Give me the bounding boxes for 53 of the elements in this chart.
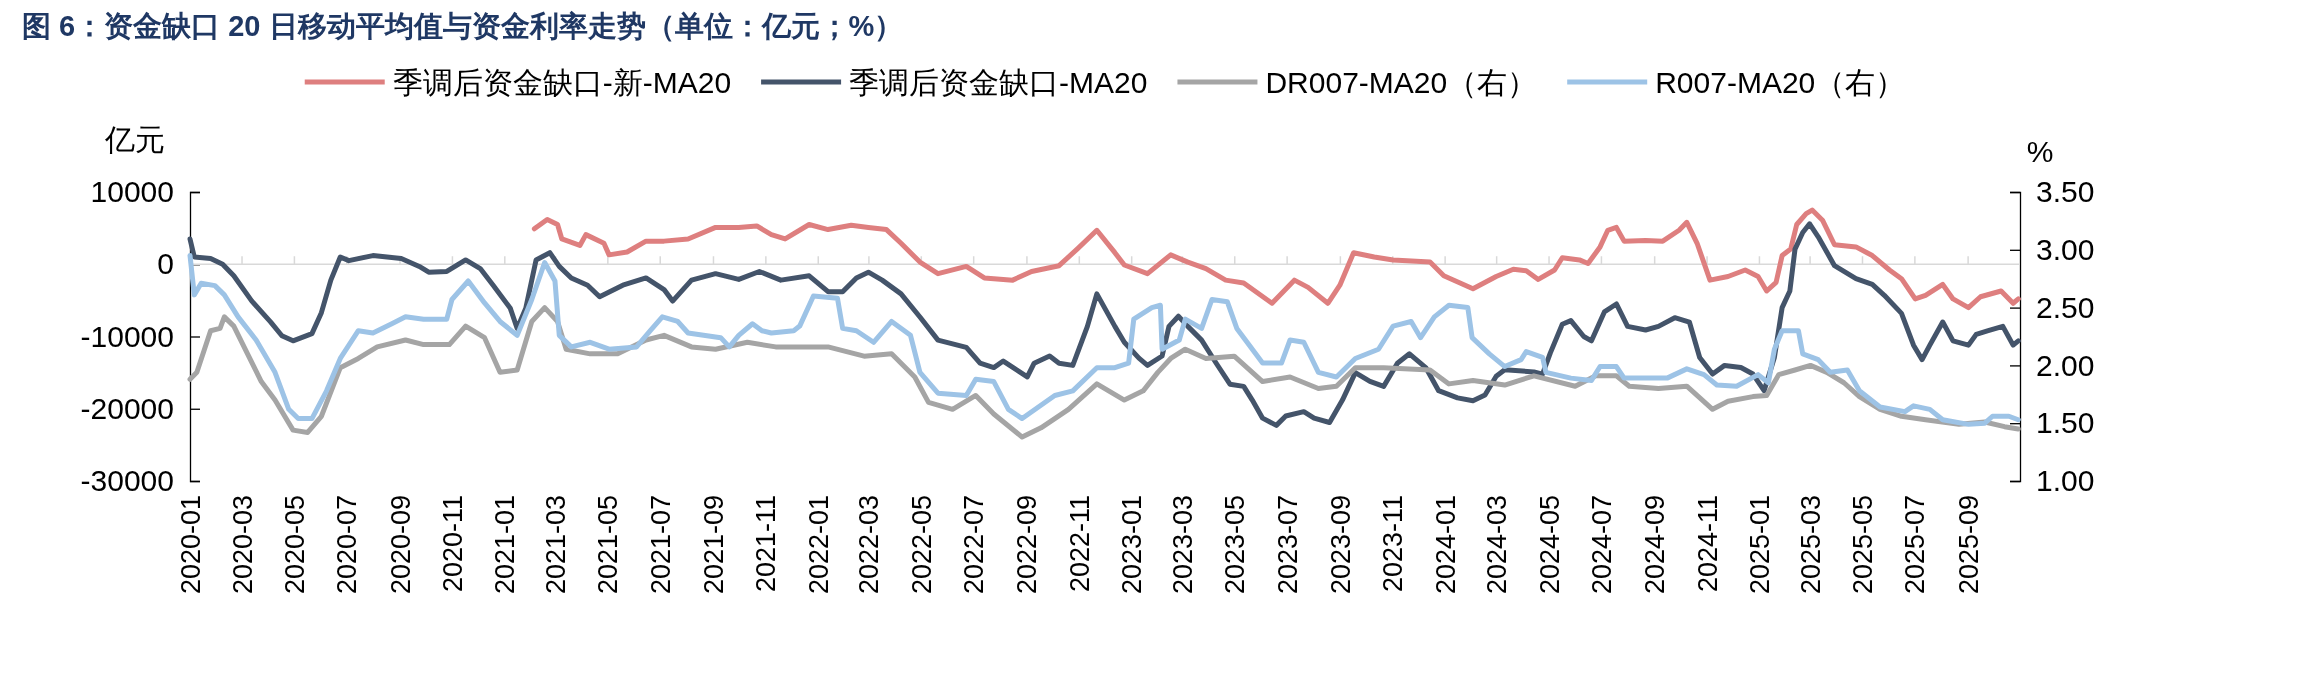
legend-label: 季调后资金缺口-MA20 bbox=[849, 66, 1148, 99]
y-tick-label: -20000 bbox=[80, 391, 174, 425]
x-tick-label: 2025-09 bbox=[1953, 495, 1984, 595]
x-tick-label: 2020-03 bbox=[227, 495, 258, 595]
x-tick-label: 2022-03 bbox=[854, 495, 885, 595]
y-tick-label: 0 bbox=[157, 247, 174, 281]
x-tick-label: 2020-09 bbox=[385, 495, 416, 595]
x-tick-label: 2022-01 bbox=[803, 495, 834, 595]
y2-tick-label: 2.50 bbox=[2036, 290, 2095, 324]
x-tick-label: 2024-03 bbox=[1482, 495, 1513, 595]
x-tick-label: 2025-01 bbox=[1744, 495, 1775, 595]
x-tick-label: 2020-07 bbox=[332, 495, 363, 595]
x-tick-label: 2024-05 bbox=[1534, 495, 1565, 595]
legend-label: 季调后资金缺口-新-MA20 bbox=[392, 66, 732, 99]
x-tick-label: 2024-01 bbox=[1430, 495, 1461, 595]
x-tick-label: 2021-03 bbox=[540, 495, 571, 595]
x-tick-label: 2022-09 bbox=[1012, 495, 1043, 595]
y2-axis-title: % bbox=[2026, 135, 2054, 168]
x-tick-label: 2023-09 bbox=[1325, 495, 1356, 595]
x-tick-label: 2021-11 bbox=[751, 495, 782, 593]
x-tick-label: 2023-01 bbox=[1117, 495, 1148, 595]
x-tick-label: 2024-07 bbox=[1586, 495, 1617, 595]
x-tick-label: 2020-11 bbox=[437, 495, 468, 593]
x-tick-label: 2023-05 bbox=[1220, 495, 1251, 595]
y-tick-label: -10000 bbox=[80, 319, 174, 353]
x-tick-label: 2023-03 bbox=[1167, 495, 1198, 595]
legend-label: DR007-MA20（右） bbox=[1265, 66, 1538, 99]
x-tick-label: 2021-09 bbox=[698, 495, 729, 595]
x-tick-label: 2025-07 bbox=[1900, 495, 1931, 595]
x-tick-label: 2022-07 bbox=[959, 495, 990, 595]
x-tick-label: 2025-03 bbox=[1795, 495, 1826, 595]
x-tick-label: 2023-11 bbox=[1378, 495, 1409, 593]
x-tick-label: 2024-11 bbox=[1692, 495, 1723, 593]
y2-tick-label: 3.00 bbox=[2036, 232, 2095, 266]
x-tick-label: 2024-09 bbox=[1640, 495, 1671, 595]
legend-label: R007-MA20（右） bbox=[1655, 66, 1906, 99]
chart-title: 图 6：资金缺口 20 日移动平均值与资金利率走势（单位：亿元；%） bbox=[22, 10, 904, 42]
x-tick-label: 2020-01 bbox=[176, 495, 206, 595]
y2-tick-label: 1.00 bbox=[2036, 464, 2095, 498]
x-tick-label: 2020-05 bbox=[279, 495, 310, 595]
x-tick-label: 2023-07 bbox=[1272, 495, 1303, 595]
y2-tick-label: 2.00 bbox=[2036, 348, 2095, 382]
x-tick-label: 2021-05 bbox=[593, 495, 624, 595]
y2-tick-label: 3.50 bbox=[2036, 175, 2095, 209]
x-tick-label: 2021-01 bbox=[490, 495, 521, 595]
x-tick-label: 2025-05 bbox=[1847, 495, 1878, 595]
x-tick-label: 2022-11 bbox=[1064, 495, 1095, 593]
y-axis-title: 亿元 bbox=[104, 123, 165, 156]
y-tick-label: -30000 bbox=[80, 464, 174, 498]
x-tick-label: 2021-07 bbox=[645, 495, 676, 595]
y2-tick-label: 1.50 bbox=[2036, 406, 2095, 440]
x-tick-label: 2022-05 bbox=[906, 495, 937, 595]
y-tick-label: 10000 bbox=[90, 175, 174, 209]
